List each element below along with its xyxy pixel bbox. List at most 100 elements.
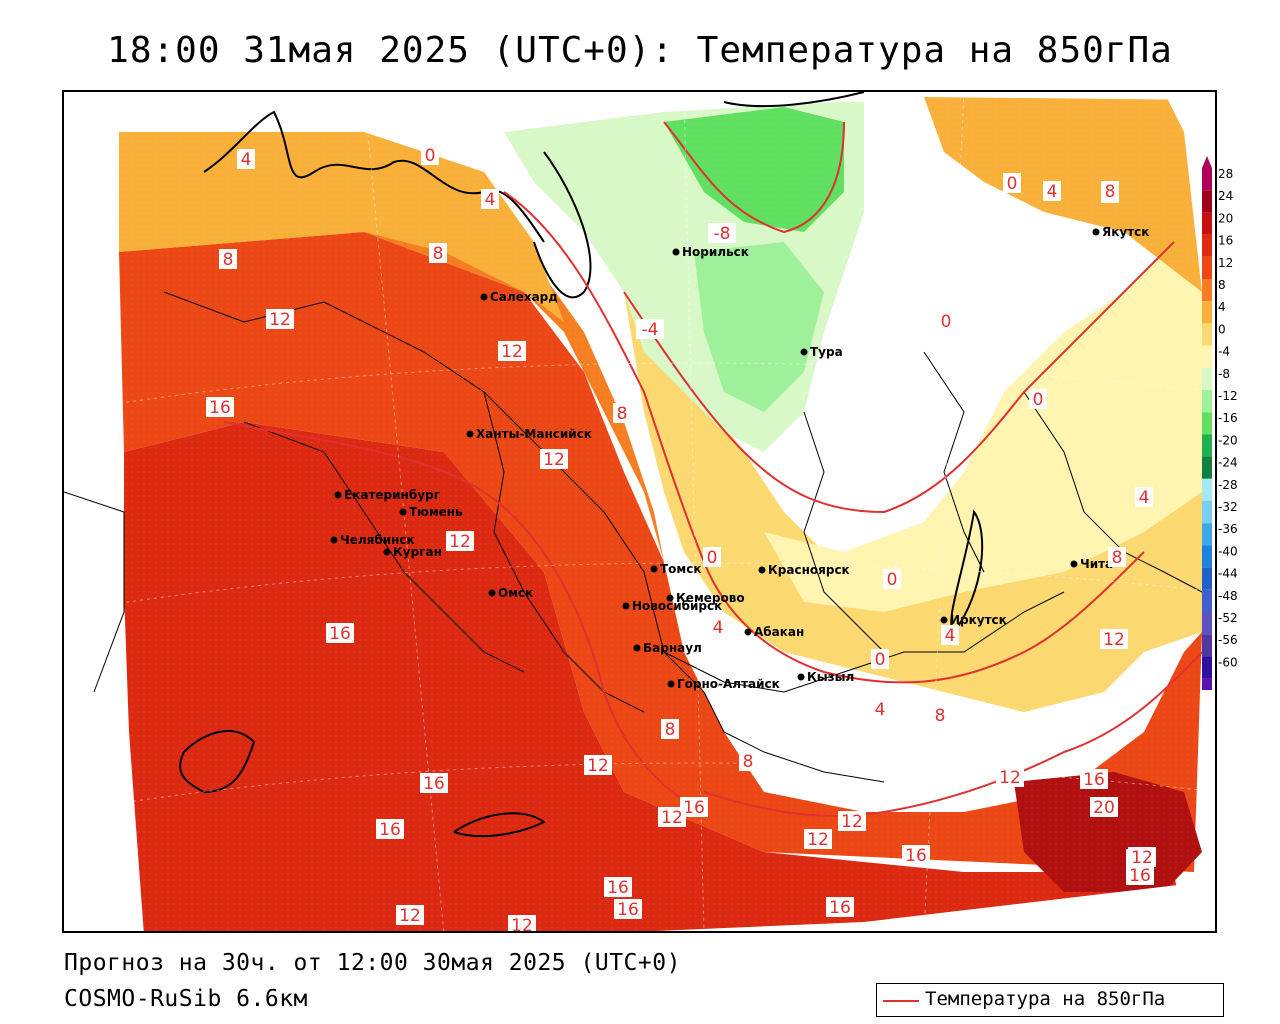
- domain-outside-south: [656, 867, 1215, 931]
- colorbar-tick-label: -60: [1218, 655, 1238, 669]
- contour-value-label: 0: [421, 145, 439, 166]
- city-marker[interactable]: Абакан: [744, 625, 805, 639]
- contour-label-text: 0: [887, 570, 898, 590]
- city-dot: [334, 491, 342, 499]
- temperature-map[interactable]: Норильск Якутск Салехард Тура Ханты-Мансийск…: [64, 92, 1217, 933]
- contour-label-bg: [206, 397, 234, 417]
- contour-label-bg: [1003, 173, 1021, 193]
- city-dot: [667, 680, 675, 688]
- colorbar-swatch: [1202, 589, 1212, 612]
- contour-value-label: 4: [871, 699, 889, 720]
- contour-value-label: 4: [1043, 181, 1061, 202]
- city-marker[interactable]: Якутск: [1092, 225, 1150, 239]
- contour-value-label: 12: [996, 767, 1024, 788]
- city-marker[interactable]: Томск: [650, 562, 702, 576]
- city-name: Барнаул: [643, 641, 702, 655]
- contour-value-label: 12: [838, 811, 866, 832]
- colorbar-tick-label: 16: [1218, 234, 1233, 248]
- contour-label-text: 16: [423, 774, 445, 794]
- map-panel[interactable]: Норильск Якутск Салехард Тура Ханты-Мансийск…: [62, 90, 1217, 933]
- city-name: Тюмень: [409, 505, 463, 519]
- city-marker[interactable]: Красноярск: [758, 563, 850, 577]
- contour-label-text: 12: [1131, 848, 1153, 868]
- contour-value-label: 16: [206, 397, 234, 418]
- contour-label-bg: [266, 309, 294, 329]
- contour-label-bg: [871, 649, 889, 669]
- contour-label-bg: [739, 751, 757, 771]
- contour-value-label: 12: [498, 341, 526, 362]
- city-marker[interactable]: Горно-Алтайск: [667, 677, 780, 691]
- colorbar-swatch: [1202, 234, 1212, 257]
- contour-label-bg: [826, 897, 854, 917]
- contour-value-label: -8: [708, 223, 736, 244]
- city-marker[interactable]: Салехард: [480, 290, 559, 304]
- contour-value-label: 0: [1003, 173, 1021, 194]
- contour-value-label: 8: [1108, 547, 1126, 568]
- contour-label-bg: [219, 249, 237, 269]
- contour-label-bg: [661, 719, 679, 739]
- contour-value-label: 16: [902, 845, 930, 866]
- city-marker[interactable]: Ханты-Мансийск: [466, 427, 592, 441]
- colorbar-tick-label: 8: [1218, 278, 1226, 292]
- contour-label-text: 4: [241, 150, 252, 170]
- colorbar-swatch: [1202, 567, 1212, 590]
- city-marker[interactable]: Барнаул: [633, 641, 702, 655]
- city-marker[interactable]: Челябинск: [330, 533, 415, 547]
- contour-label-bg: [604, 877, 632, 897]
- colorbar-tick-label: 28: [1218, 167, 1233, 181]
- colorbar-swatch: [1202, 345, 1212, 368]
- city-marker[interactable]: Курган: [383, 545, 442, 559]
- contour-label-text: 12: [449, 532, 471, 552]
- contour-label-text: 4: [1139, 488, 1150, 508]
- colorbar-swatch: [1202, 656, 1212, 679]
- city-marker[interactable]: Екатеринбург: [334, 488, 440, 502]
- colorbar-tick-label: -4: [1218, 345, 1230, 359]
- city-dot: [466, 430, 474, 438]
- contour-label-bg: [708, 223, 736, 243]
- contour-value-label: 20: [1090, 797, 1118, 818]
- contour-label-bg: [1100, 629, 1128, 649]
- contour-label-text: 16: [209, 398, 231, 418]
- contour-value-label: 12: [446, 531, 474, 552]
- contour-label-text: 12: [399, 906, 421, 926]
- city-marker[interactable]: Новосибирск: [622, 599, 723, 613]
- contour-label-bg: [420, 773, 448, 793]
- colorbar-tick-label: 20: [1218, 211, 1233, 225]
- contour-value-label: 12: [1128, 847, 1156, 868]
- city-marker[interactable]: Кызыл: [797, 670, 855, 684]
- city-dot: [940, 616, 948, 624]
- contour-label-text: 8: [223, 250, 234, 270]
- contour-label-text: 0: [707, 548, 718, 568]
- city-name: Горно-Алтайск: [677, 677, 780, 691]
- contour-lines: [223, 121, 1203, 817]
- contour-label-bg: [1128, 847, 1156, 867]
- contour-label-text: 12: [543, 450, 565, 470]
- colorbar-top-arrow: [1202, 156, 1212, 168]
- city-marker[interactable]: Кемерово: [666, 591, 745, 605]
- city-marker[interactable]: Омск: [488, 586, 534, 600]
- city-name: Тура: [810, 345, 843, 359]
- city-marker[interactable]: Иркутск: [940, 613, 1007, 627]
- city-name: Якутск: [1102, 225, 1149, 239]
- city-dot: [797, 673, 805, 681]
- contour-label-text: 16: [617, 900, 639, 920]
- city-marker[interactable]: Норильск: [672, 245, 749, 259]
- contour-value-label: 12: [540, 449, 568, 470]
- temperature-colorbar: 28 24 20 16 12 8 4 0 -4 -8 -12 -16 -20 -24 -28 -32 -36 -4…: [1202, 156, 1238, 690]
- contour-label-bg: [429, 243, 447, 263]
- city-name: Екатеринбург: [344, 488, 440, 502]
- contour-label-bg: [902, 845, 930, 865]
- colorbar-tick-label: -16: [1218, 411, 1238, 425]
- colorbar-tick-label: -8: [1218, 367, 1230, 381]
- city-marker[interactable]: Тура: [800, 345, 843, 359]
- city-name: Омск: [498, 586, 533, 600]
- city-marker[interactable]: Чита: [1070, 557, 1114, 571]
- city-marker[interactable]: Тюмень: [399, 505, 464, 519]
- colorbar-tick-label: -36: [1218, 522, 1238, 536]
- contour-label-text: 12: [501, 342, 523, 362]
- contour-label-bg: [584, 755, 612, 775]
- colorbar-swatch: [1202, 390, 1212, 413]
- colorbar-swatch: [1202, 190, 1212, 213]
- contour-label-text: 4: [875, 700, 886, 720]
- contour-label-bg: [508, 915, 536, 931]
